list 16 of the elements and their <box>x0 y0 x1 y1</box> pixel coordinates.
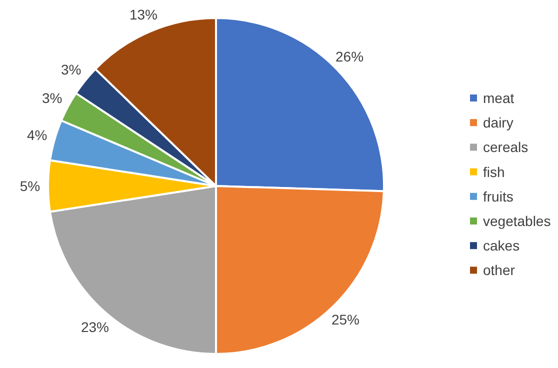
legend-label: other <box>483 262 516 278</box>
data-label: 23% <box>80 319 109 336</box>
legend-label: vegetables <box>483 213 551 229</box>
data-label: 25% <box>331 312 360 328</box>
data-label: 13% <box>129 6 158 23</box>
legend-label: meat <box>483 90 514 106</box>
legend-label: fruits <box>483 188 514 204</box>
legend-label: dairy <box>483 114 514 131</box>
legend-label: fish <box>483 164 505 180</box>
data-label: 4% <box>26 127 48 144</box>
legend-label: cereals <box>483 139 528 156</box>
data-label: 3% <box>60 61 82 78</box>
data-label: 3% <box>42 90 62 106</box>
data-label: 26% <box>336 48 364 65</box>
legend-label: cakes <box>483 238 520 254</box>
data-label: 5% <box>20 178 40 194</box>
